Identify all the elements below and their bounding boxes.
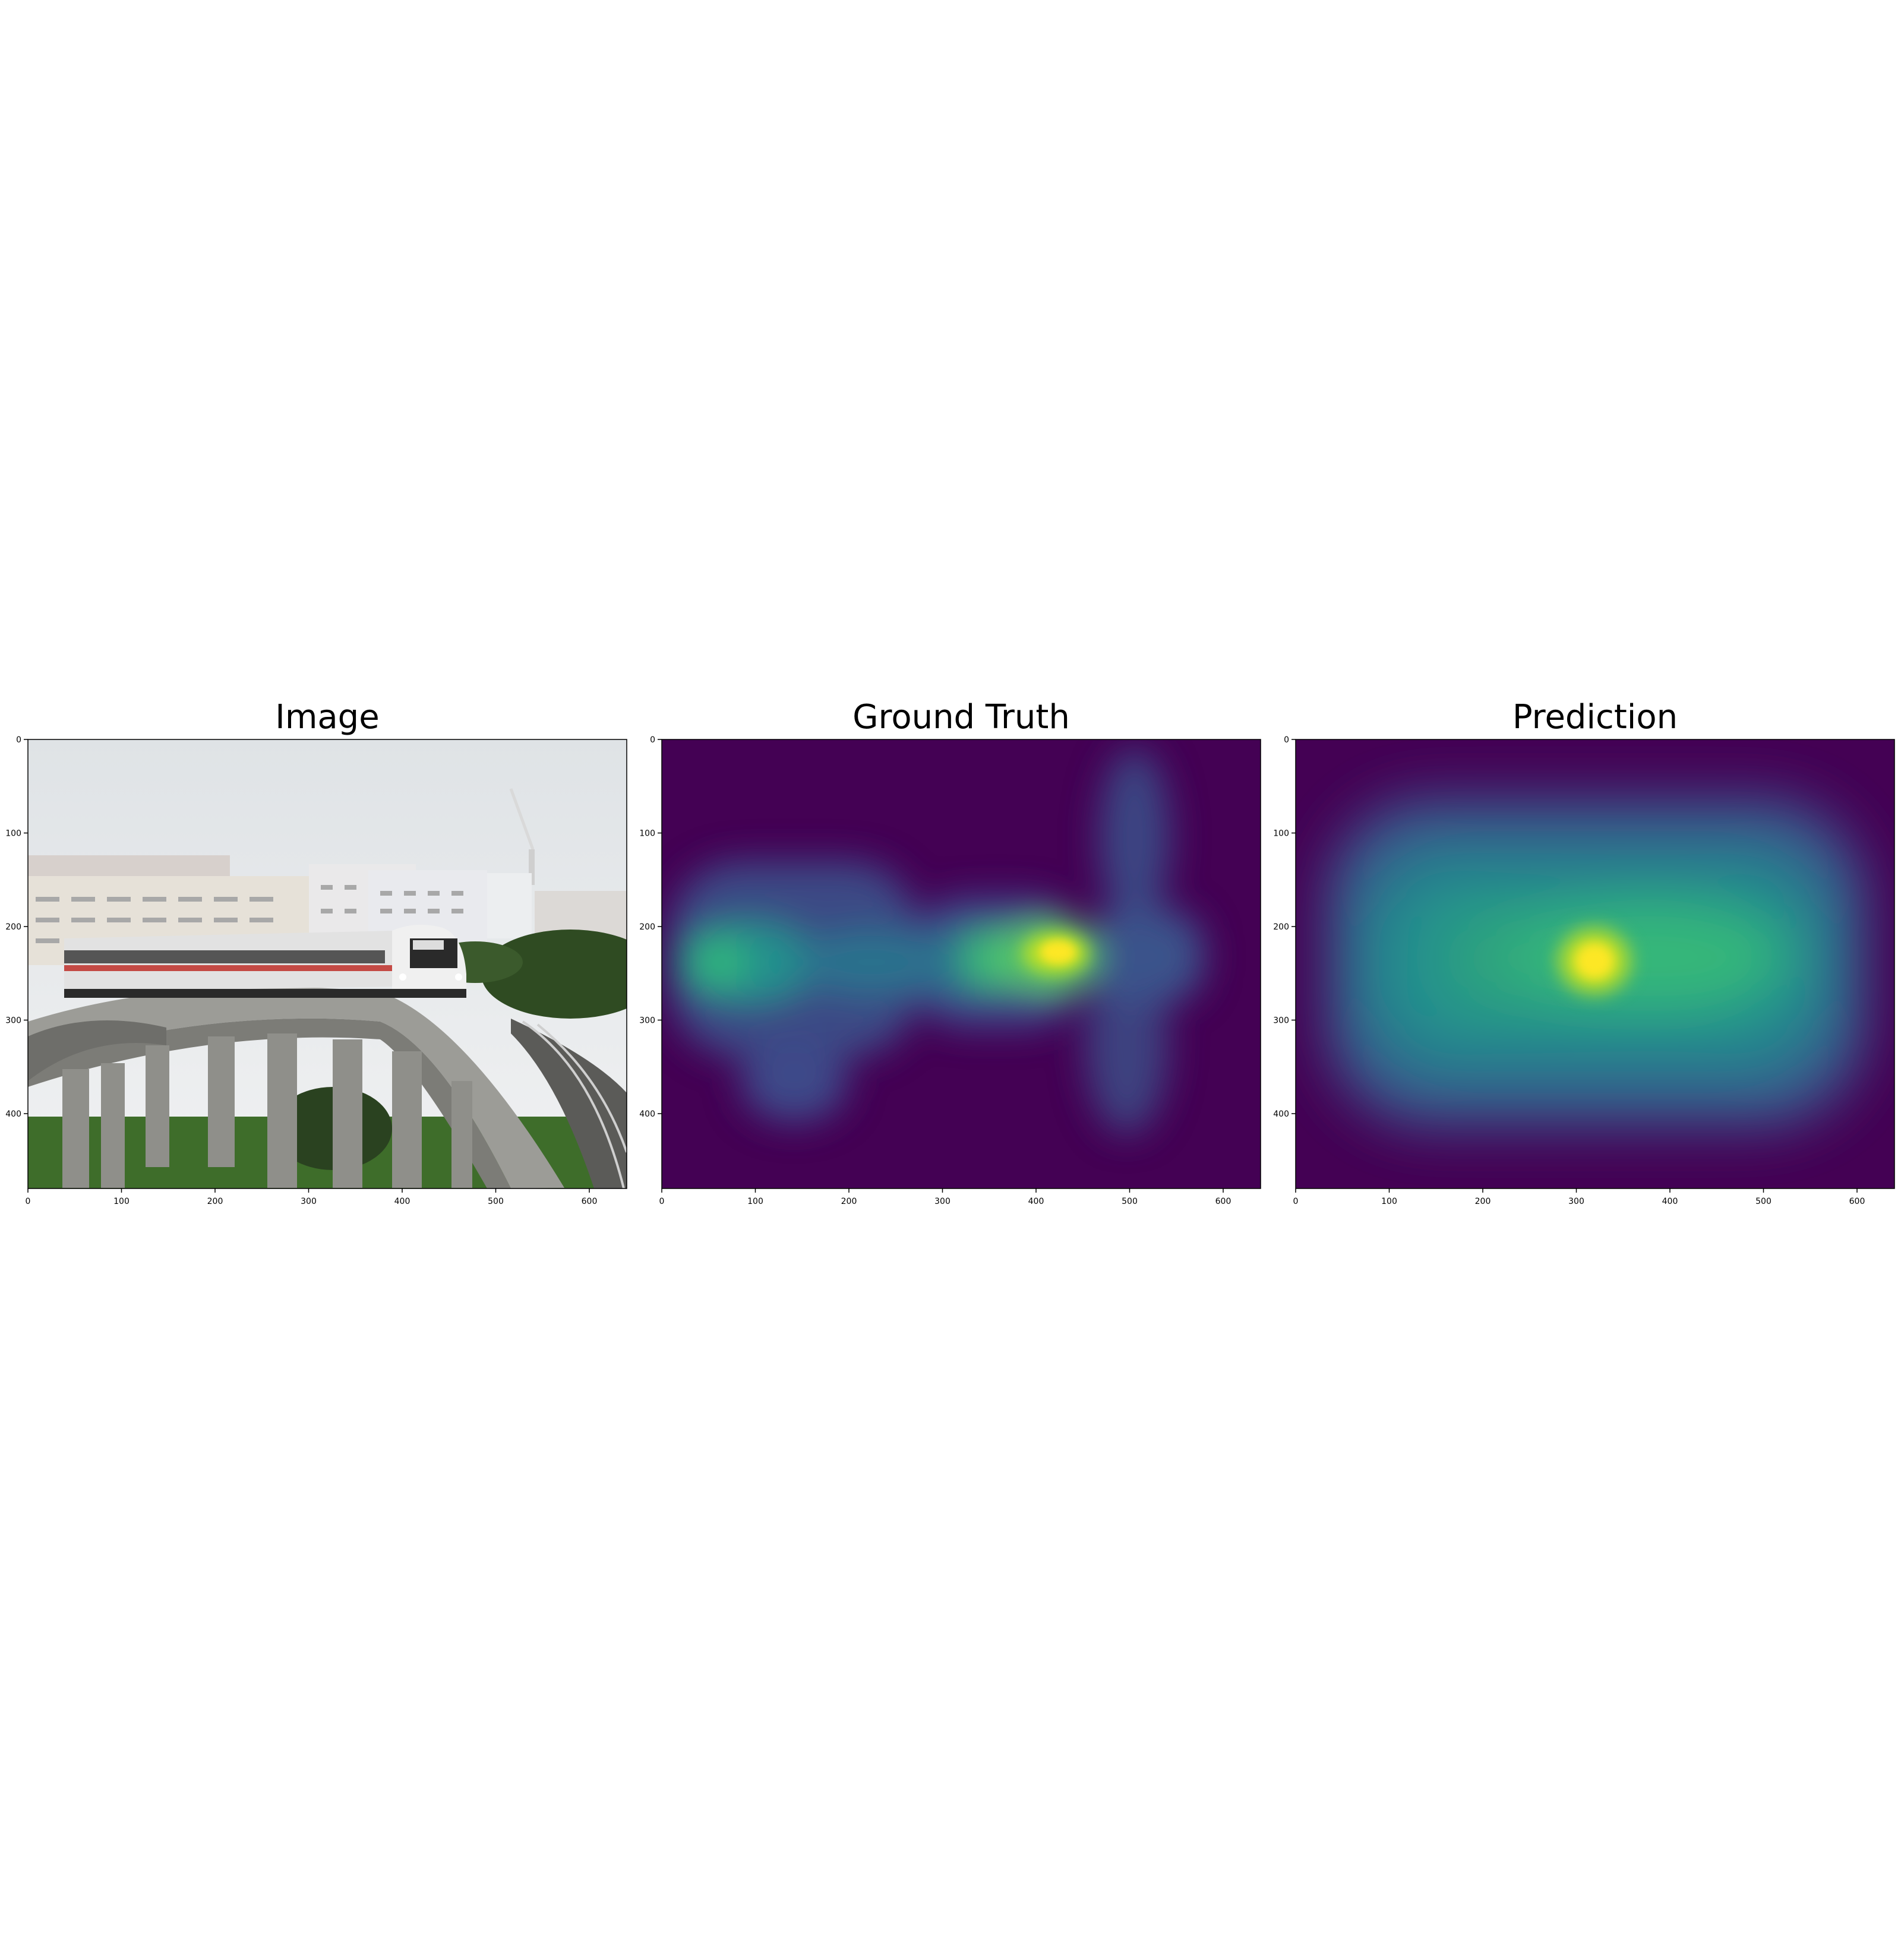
y-tick-label: 300 xyxy=(639,1016,655,1026)
y-tick-label: 400 xyxy=(639,1109,655,1119)
x-tick-label: 0 xyxy=(1293,1197,1299,1206)
image-panel: Image xyxy=(0,0,634,1901)
panel-title-ground-truth: Ground Truth xyxy=(852,698,1070,736)
ground-truth-axes: 0 100 200 300 400 500 600 0 100 200 300 400 xyxy=(639,735,1261,1206)
y-tick-label: 200 xyxy=(5,922,21,932)
x-tick-label: 500 xyxy=(1122,1197,1138,1206)
y-tick-label: 400 xyxy=(5,1109,21,1119)
y-tick-label: 300 xyxy=(1273,1016,1289,1026)
y-tick-label: 200 xyxy=(1273,922,1289,932)
prediction-ticks: 0 100 200 300 400 500 600 0 100 200 300 400 xyxy=(1273,735,1865,1206)
x-tick-label: 200 xyxy=(841,1197,857,1206)
x-tick-label: 400 xyxy=(1662,1197,1678,1206)
panel-title-prediction: Prediction xyxy=(1512,698,1678,736)
prediction-panel: Prediction 0 100 200 300 400 500 600 0 100 200 300… xyxy=(1268,0,1901,1901)
y-tick-label: 0 xyxy=(16,735,21,745)
y-tick-label: 100 xyxy=(5,829,21,839)
image-ticks: 0 100 200 300 400 500 600 0 100 200 300 400 xyxy=(5,735,597,1206)
x-tick-label: 500 xyxy=(1755,1197,1771,1206)
x-tick-label: 200 xyxy=(207,1197,223,1206)
x-tick-label: 300 xyxy=(934,1197,951,1206)
x-tick-label: 100 xyxy=(747,1197,763,1206)
x-tick-label: 600 xyxy=(1849,1197,1865,1206)
y-tick-label: 100 xyxy=(639,829,655,839)
gt-heatmap xyxy=(670,748,1204,1134)
y-tick-label: 200 xyxy=(639,922,655,932)
x-tick-label: 0 xyxy=(26,1197,31,1206)
y-tick-label: 0 xyxy=(1284,735,1289,745)
x-tick-label: 0 xyxy=(659,1197,665,1206)
y-tick-label: 0 xyxy=(650,735,655,745)
x-tick-label: 500 xyxy=(488,1197,504,1206)
y-tick-label: 400 xyxy=(1273,1109,1289,1119)
x-tick-label: 200 xyxy=(1475,1197,1491,1206)
x-tick-label: 100 xyxy=(113,1197,130,1206)
x-tick-label: 300 xyxy=(1568,1197,1584,1206)
x-tick-label: 100 xyxy=(1381,1197,1397,1206)
panel-title-image: Image xyxy=(275,698,380,736)
ground-truth-ticks: 0 100 200 300 400 500 600 0 100 200 300 400 xyxy=(639,735,1231,1206)
photo xyxy=(28,739,627,1188)
ground-truth-panel: Ground Truth xyxy=(634,0,1268,1901)
y-tick-label: 300 xyxy=(5,1016,21,1026)
x-tick-label: 400 xyxy=(394,1197,410,1206)
image-axes: 0 100 200 300 400 500 600 0 100 200 300 400 xyxy=(5,735,627,1206)
y-tick-label: 100 xyxy=(1273,829,1289,839)
x-tick-label: 600 xyxy=(1215,1197,1231,1206)
x-tick-label: 300 xyxy=(301,1197,317,1206)
x-tick-label: 600 xyxy=(582,1197,598,1206)
x-tick-label: 400 xyxy=(1028,1197,1044,1206)
prediction-axes: 0 100 200 300 400 500 600 0 100 200 300 400 xyxy=(1273,735,1895,1206)
